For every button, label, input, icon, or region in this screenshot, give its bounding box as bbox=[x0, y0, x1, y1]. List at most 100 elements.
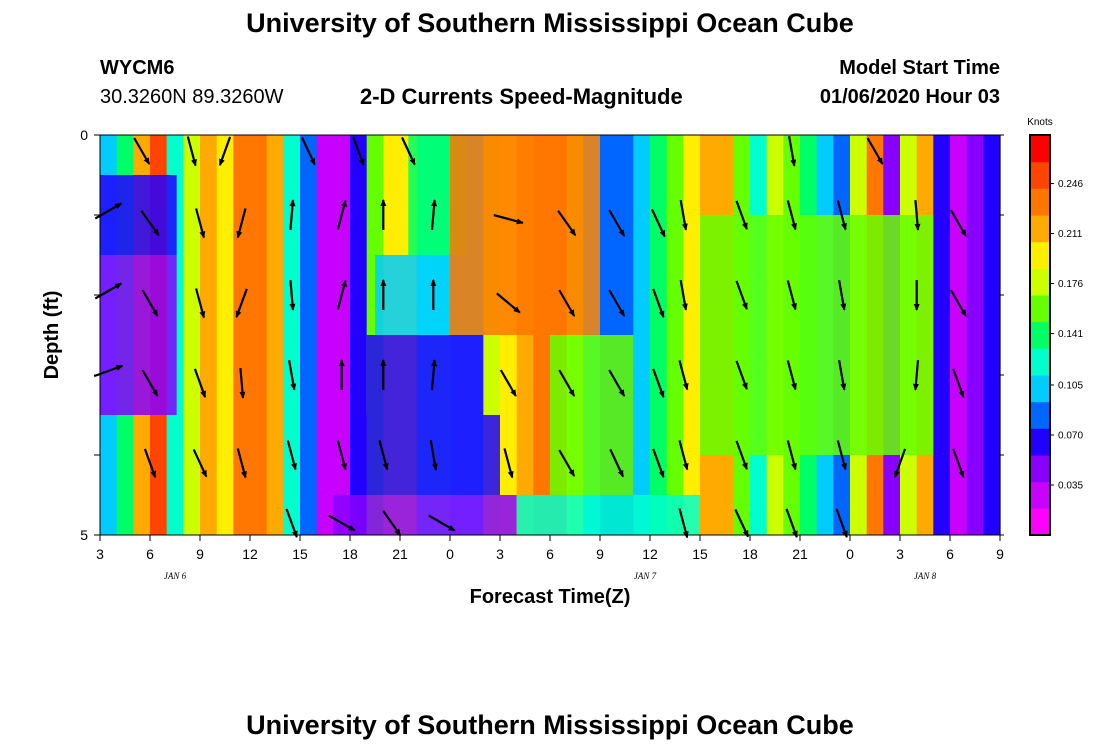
x-tick-label: 6 bbox=[546, 546, 554, 562]
current-vector-arrow bbox=[192, 448, 208, 478]
current-vector-arrow bbox=[608, 289, 626, 317]
current-vector-arrow bbox=[912, 360, 920, 391]
colorbar-swatch bbox=[1030, 215, 1050, 243]
current-vector-arrow bbox=[679, 280, 688, 311]
current-vector-arrow bbox=[289, 280, 296, 311]
speed-heatmap bbox=[100, 135, 1001, 535]
heat-column bbox=[216, 135, 234, 535]
x-tick-label: 9 bbox=[596, 546, 604, 562]
heat-column bbox=[316, 135, 334, 535]
chart-axes: 3 6 9 12 15 18 21 0 3 6 9 12 15 18 21 0 3 6 9 JAN 6 JAN 7 JAN… bbox=[80, 127, 1004, 581]
current-vector-arrow bbox=[193, 368, 207, 399]
current-vector-arrow bbox=[557, 210, 577, 237]
colorbar-swatch bbox=[1030, 321, 1050, 349]
current-vector-arrow bbox=[336, 279, 347, 310]
date-label: JAN 6 bbox=[164, 571, 187, 581]
x-tick-label: 9 bbox=[196, 546, 204, 562]
colorbar-swatch bbox=[1030, 268, 1050, 296]
colorbar-swatch bbox=[1030, 481, 1050, 509]
footer-title: University of Southern Mississippi Ocean… bbox=[246, 710, 854, 740]
colorbar-tick-label: 0.105 bbox=[1058, 381, 1083, 392]
current-vector-arrow bbox=[785, 508, 798, 539]
current-vector-arrow bbox=[141, 369, 159, 397]
current-vector-arrow bbox=[493, 214, 524, 225]
x-tick-label: 18 bbox=[342, 546, 358, 562]
x-tick-label: 15 bbox=[292, 546, 308, 562]
current-vector-arrow bbox=[143, 448, 157, 479]
current-vector-arrow bbox=[838, 280, 847, 311]
heat-column bbox=[666, 135, 684, 535]
heat-column bbox=[200, 135, 218, 535]
current-vector-arrow bbox=[503, 448, 514, 479]
current-vector-arrow bbox=[678, 508, 689, 539]
current-vector-arrow bbox=[788, 136, 797, 167]
current-vector-arrow bbox=[734, 508, 749, 538]
x-tick-label: 9 bbox=[996, 546, 1004, 562]
current-vector-arrow bbox=[651, 208, 666, 238]
current-vector-arrow bbox=[141, 289, 159, 317]
colorbar-swatch bbox=[1030, 401, 1050, 429]
chart-title: University of Southern Mississippi Ocean… bbox=[246, 8, 854, 38]
colorbar-tick-label: 0.246 bbox=[1058, 179, 1083, 190]
current-vector-arrow bbox=[140, 210, 160, 237]
x-tick-label: 21 bbox=[392, 546, 408, 562]
heat-column bbox=[950, 135, 968, 535]
current-vector-arrow bbox=[786, 280, 797, 311]
heat-region bbox=[450, 135, 600, 335]
heat-column bbox=[683, 135, 701, 535]
heat-column bbox=[250, 135, 268, 535]
current-vector-arrow bbox=[652, 288, 665, 319]
current-vector-arrow bbox=[195, 288, 206, 319]
x-tick-label: 15 bbox=[692, 546, 708, 562]
current-vector-arrow bbox=[236, 208, 247, 239]
current-vector-arrow bbox=[608, 369, 626, 397]
current-vector-arrow bbox=[195, 208, 206, 239]
current-vector-arrow bbox=[378, 440, 389, 471]
heat-column bbox=[650, 135, 668, 535]
current-vector-arrow bbox=[382, 510, 402, 537]
model-start-label: Model Start Time bbox=[839, 57, 1000, 79]
colorbar-swatch bbox=[1030, 428, 1050, 456]
heat-column bbox=[283, 135, 301, 535]
heat-region bbox=[350, 415, 500, 495]
heat-region bbox=[516, 495, 700, 535]
heat-column bbox=[333, 135, 351, 535]
y-tick-label: 0 bbox=[80, 127, 88, 143]
current-vector-arrow bbox=[496, 292, 521, 314]
current-vector-arrow bbox=[401, 136, 416, 166]
current-vector-arrow bbox=[652, 448, 665, 479]
heat-column bbox=[183, 135, 201, 535]
current-vector-arrow bbox=[301, 136, 316, 166]
date-label: JAN 7 bbox=[634, 571, 657, 581]
colorbar-swatch bbox=[1030, 161, 1050, 189]
colorbar-tick-label: 0.070 bbox=[1058, 431, 1083, 442]
colorbar-swatch bbox=[1030, 348, 1050, 376]
current-vector-arrow bbox=[286, 440, 297, 471]
colorbar-tick-label: 0.141 bbox=[1058, 329, 1083, 340]
current-vector-arrow bbox=[735, 360, 748, 391]
colorbar-swatch bbox=[1030, 295, 1050, 323]
x-tick-label: 0 bbox=[446, 546, 454, 562]
x-tick-label: 12 bbox=[242, 546, 258, 562]
current-vector-arrow bbox=[652, 368, 665, 399]
current-vector-arrow bbox=[914, 200, 921, 231]
station-id: WYCM6 bbox=[100, 57, 175, 79]
current-vector-arrow bbox=[735, 200, 748, 231]
colorbar: Knots 0.246 0.211 0.176 0.141 0.105 0.070 0.035 bbox=[1027, 117, 1083, 536]
current-vector-arrow bbox=[328, 514, 356, 532]
current-vector-arrow bbox=[786, 200, 797, 231]
colorbar-swatch bbox=[1030, 188, 1050, 216]
current-vector-arrow bbox=[428, 514, 456, 532]
current-vector-arrow bbox=[678, 440, 689, 471]
current-vector-arrow bbox=[609, 448, 624, 478]
y-axis-label: Depth (ft) bbox=[41, 291, 63, 380]
current-vector-arrow bbox=[608, 209, 626, 237]
heat-region bbox=[333, 495, 517, 535]
x-tick-label: 6 bbox=[146, 546, 154, 562]
colorbar-swatch bbox=[1030, 508, 1050, 536]
x-tick-label: 0 bbox=[846, 546, 854, 562]
x-tick-label: 6 bbox=[946, 546, 954, 562]
heat-region bbox=[100, 335, 177, 415]
current-vector-arrow bbox=[218, 136, 232, 167]
current-vector-arrow bbox=[93, 364, 124, 378]
